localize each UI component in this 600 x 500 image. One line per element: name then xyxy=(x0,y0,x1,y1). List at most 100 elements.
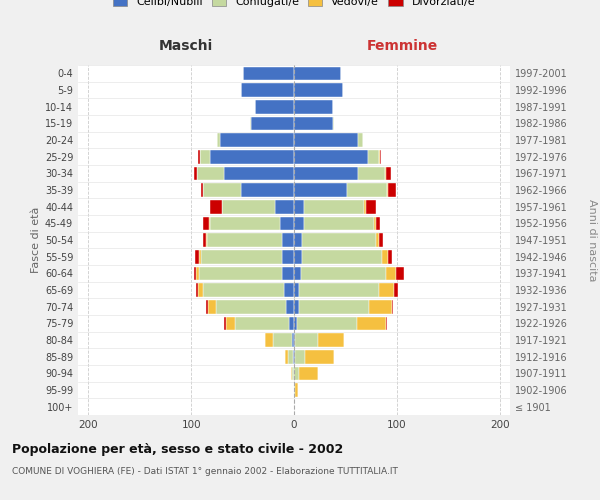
Bar xyxy=(347,183,386,197)
Bar xyxy=(199,250,202,264)
Bar xyxy=(294,266,301,280)
Bar xyxy=(224,316,226,330)
Bar xyxy=(294,233,302,247)
Bar xyxy=(304,200,364,213)
Bar xyxy=(194,266,196,280)
Bar xyxy=(379,283,394,297)
Bar xyxy=(299,283,379,297)
Bar xyxy=(388,183,396,197)
Bar xyxy=(294,300,299,314)
Bar xyxy=(299,366,317,380)
Bar xyxy=(294,200,304,213)
Bar xyxy=(216,300,286,314)
Bar xyxy=(293,350,294,364)
Bar xyxy=(197,166,224,180)
Bar xyxy=(364,200,366,213)
Bar xyxy=(357,316,386,330)
Legend: Celibi/Nubili, Coniugati/e, Vedovi/e, Divorziati/e: Celibi/Nubili, Coniugati/e, Vedovi/e, Di… xyxy=(111,0,477,9)
Bar xyxy=(281,233,294,247)
Bar xyxy=(294,66,341,80)
Bar xyxy=(295,333,317,347)
Bar xyxy=(202,183,203,197)
Bar xyxy=(265,333,274,347)
Bar xyxy=(305,350,334,364)
Bar xyxy=(280,216,294,230)
Bar xyxy=(294,150,368,164)
Y-axis label: Fasce di età: Fasce di età xyxy=(31,207,41,273)
Bar xyxy=(226,316,235,330)
Bar xyxy=(294,100,333,114)
Bar xyxy=(294,166,358,180)
Bar xyxy=(366,200,376,213)
Bar xyxy=(304,216,374,230)
Bar xyxy=(333,116,334,130)
Bar xyxy=(241,83,294,97)
Bar xyxy=(202,250,281,264)
Bar xyxy=(208,300,216,314)
Bar xyxy=(275,200,294,213)
Bar xyxy=(203,233,206,247)
Bar xyxy=(235,316,289,330)
Bar xyxy=(295,350,305,364)
Bar xyxy=(206,300,208,314)
Bar xyxy=(301,266,386,280)
Bar xyxy=(281,250,294,264)
Bar xyxy=(224,166,294,180)
Bar xyxy=(302,233,376,247)
Bar xyxy=(294,316,297,330)
Bar xyxy=(379,233,383,247)
Bar xyxy=(376,216,380,230)
Bar xyxy=(292,333,294,347)
Bar xyxy=(386,266,396,280)
Bar xyxy=(206,233,281,247)
Bar xyxy=(284,283,294,297)
Bar xyxy=(386,166,391,180)
Text: Femmine: Femmine xyxy=(367,40,437,54)
Bar xyxy=(294,283,299,297)
Bar xyxy=(255,100,294,114)
Bar xyxy=(217,133,220,147)
Bar xyxy=(294,250,302,264)
Bar xyxy=(222,200,275,213)
Bar xyxy=(295,383,298,397)
Bar xyxy=(251,116,294,130)
Bar xyxy=(294,350,295,364)
Bar xyxy=(394,283,398,297)
Bar xyxy=(220,133,294,147)
Bar xyxy=(199,150,200,164)
Text: Anni di nascita: Anni di nascita xyxy=(587,198,597,281)
Bar xyxy=(376,233,379,247)
Bar xyxy=(297,316,357,330)
Bar xyxy=(294,216,304,230)
Bar xyxy=(281,266,294,280)
Bar xyxy=(317,333,344,347)
Bar xyxy=(385,166,386,180)
Bar xyxy=(242,66,294,80)
Bar xyxy=(292,366,294,380)
Bar xyxy=(285,350,288,364)
Bar xyxy=(294,183,347,197)
Bar xyxy=(302,250,382,264)
Bar xyxy=(294,133,358,147)
Bar xyxy=(209,200,222,213)
Bar xyxy=(203,283,284,297)
Bar xyxy=(200,150,209,164)
Text: Popolazione per età, sesso e stato civile - 2002: Popolazione per età, sesso e stato civil… xyxy=(12,442,343,456)
Bar xyxy=(286,300,294,314)
Text: COMUNE DI VOGHIERA (FE) - Dati ISTAT 1° gennaio 2002 - Elaborazione TUTTITALIA.I: COMUNE DI VOGHIERA (FE) - Dati ISTAT 1° … xyxy=(12,468,398,476)
Bar xyxy=(358,133,363,147)
Bar xyxy=(194,166,197,180)
Bar xyxy=(299,300,369,314)
Bar xyxy=(199,283,203,297)
Bar xyxy=(396,266,404,280)
Bar xyxy=(368,150,379,164)
Bar xyxy=(209,216,280,230)
Bar xyxy=(209,150,294,164)
Bar xyxy=(374,216,376,230)
Bar xyxy=(358,166,385,180)
Bar xyxy=(294,383,295,397)
Bar xyxy=(369,300,392,314)
Bar xyxy=(294,366,299,380)
Bar xyxy=(199,266,281,280)
Bar xyxy=(380,150,382,164)
